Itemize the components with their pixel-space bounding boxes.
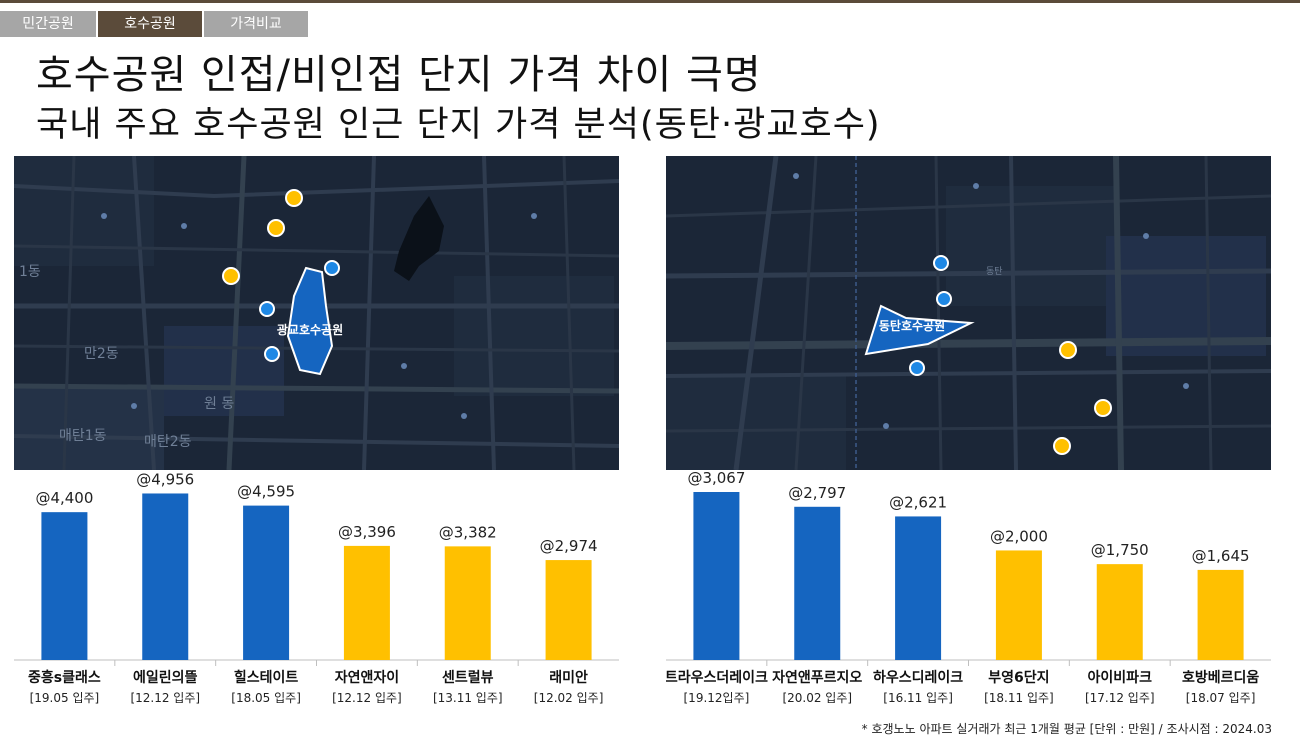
bar-value-label: @4,956 [136,470,194,488]
bar-value-label: @1,645 [1192,547,1250,565]
bar-value-label: @3,067 [687,470,745,487]
bar [444,546,491,660]
page-subtitle: 국내 주요 호수공원 인근 단지 가격 분석(동탄·광교호수) [36,105,881,145]
top-accent-line [0,0,1300,3]
category-label: 센트럴뷰 [442,670,494,686]
bar [41,512,88,660]
category-sublabel: [20.02 입주] [782,691,852,705]
category-label: 래미안 [549,669,588,686]
district-label: 매탄2동 [144,434,192,450]
bar-value-label: @2,797 [788,484,846,502]
bar [895,516,942,660]
district-label: 만2동 [84,346,119,362]
bar-value-label: @2,000 [990,527,1048,545]
bar-value-label: @2,974 [540,537,598,555]
tab-lake-park[interactable]: 호수공원 [98,11,202,37]
category-sublabel: [18.11 입주] [984,691,1054,705]
gwanggyo-map[interactable]: 광교호수공원 1동 만2동 원 동 매탄1동 매탄2동 [14,156,619,470]
gwanggyo-map-canvas: 광교호수공원 1동 만2동 원 동 매탄1동 매탄2동 [14,156,619,470]
dongtan-chart-svg: @3,067 트라우스더레이크 [19.12입주] @2,797 자연앤푸르지오 [20.… [665,469,1271,705]
bar [142,493,189,660]
dongtan-map[interactable]: 동탄호수공원 동탄 [666,156,1271,470]
dongtan-park-label: 동탄호수공원 [879,318,945,333]
district-label: 1동 [19,264,41,280]
bar [243,505,290,660]
category-label: 중흥s클래스 [28,669,101,686]
category-label: 힐스테이트 [234,669,299,686]
bar-value-label: @2,621 [889,493,947,511]
category-label: 하우스디레이크 [873,669,963,686]
bar [1096,564,1143,660]
category-sublabel: [12.12 입주] [130,691,200,705]
gwanggyo-chart-svg: @4,400 중흥s클래스 [19.05 입주] @4,956 에일린의뜰 [12.12 … [14,470,619,705]
tab-bar: 민간공원 호수공원 가격비교 [0,11,308,37]
dongtan-price-chart: @3,067 트라우스더레이크 [19.12입주] @2,797 자연앤푸르지오 [20.… [665,469,1271,715]
category-sublabel: [19.12입주] [684,691,750,705]
bar-value-label: @4,595 [237,483,295,501]
category-label: 에일린의뜰 [133,669,198,686]
category-label: 자연앤푸르지오 [772,669,862,686]
district-label: 매탄1동 [59,428,107,444]
bar [545,560,592,660]
category-sublabel: [12.02 입주] [534,691,604,705]
tab-private-park[interactable]: 민간공원 [0,11,96,37]
bar-value-label: @1,750 [1091,541,1149,559]
tab-price-compare[interactable]: 가격비교 [204,11,308,37]
dongtan-map-canvas: 동탄호수공원 동탄 [666,156,1271,470]
category-sublabel: [12.12 입주] [332,691,402,705]
district-label: 동탄 [986,266,1003,277]
category-label: 부영6단지 [988,669,1049,686]
bar [343,545,390,660]
district-label: 원 동 [204,396,234,412]
category-sublabel: [18.07 입주] [1186,691,1256,705]
page-title: 호수공원 인접/비인접 단지 가격 차이 극명 [36,52,762,98]
category-label: 자연앤자이 [335,669,399,686]
category-sublabel: [19.05 입주] [30,691,100,705]
category-sublabel: [16.11 입주] [883,691,953,705]
category-label: 트라우스더레이크 [666,669,768,686]
category-sublabel: [17.12 입주] [1085,691,1155,705]
bar [995,550,1042,660]
bar-value-label: @3,382 [439,523,497,541]
bar [794,506,841,660]
bar-value-label: @3,396 [338,523,396,541]
gwanggyo-price-chart: @4,400 중흥s클래스 [19.05 입주] @4,956 에일린의뜰 [12.12 … [14,470,619,715]
category-label: 호방베르디움 [1182,669,1259,686]
category-sublabel: [13.11 입주] [433,691,503,705]
category-sublabel: [18.05 입주] [231,691,301,705]
category-label: 아이비파크 [1088,669,1153,686]
bar-value-label: @4,400 [35,489,93,507]
bar [1197,569,1244,660]
source-footnote: * 호갱노노 아파트 실거래가 최근 1개월 평균 [단위 : 만원] / 조사… [861,722,1272,736]
gwanggyo-park-label: 광교호수공원 [277,322,343,337]
bar [693,492,740,660]
